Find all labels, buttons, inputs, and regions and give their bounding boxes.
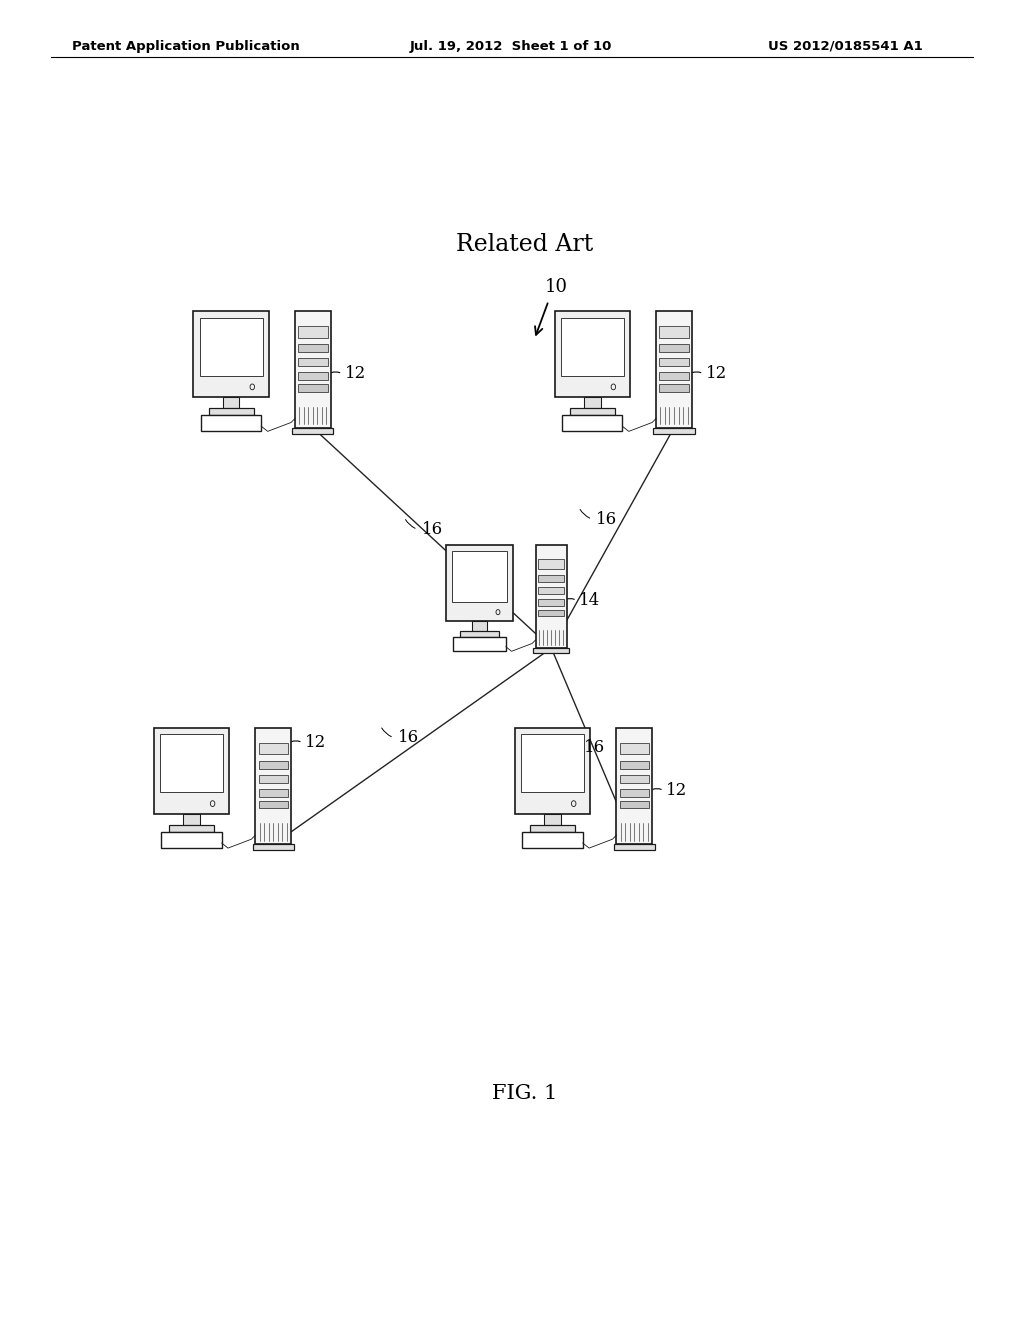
Bar (539, 558, 564, 569)
Bar (620, 743, 649, 755)
Bar (201, 416, 261, 430)
Bar (259, 775, 288, 783)
Bar (259, 760, 288, 770)
Text: US 2012/0185541 A1: US 2012/0185541 A1 (768, 40, 923, 53)
Text: Patent Application Publication: Patent Application Publication (72, 40, 299, 53)
Bar (472, 622, 486, 631)
Bar (536, 545, 567, 648)
Text: 12: 12 (345, 366, 366, 383)
Bar (620, 760, 649, 770)
Bar (659, 345, 688, 352)
Bar (295, 312, 331, 428)
Bar (154, 727, 229, 814)
Text: 16: 16 (397, 729, 419, 746)
Bar (446, 545, 513, 622)
Text: 10: 10 (545, 277, 567, 296)
Bar (298, 372, 328, 380)
Bar (521, 734, 585, 792)
Bar (200, 318, 263, 376)
Bar (584, 397, 600, 408)
Bar (620, 789, 649, 797)
Bar (656, 312, 692, 428)
Bar (223, 397, 240, 408)
Bar (255, 727, 291, 845)
Text: Jul. 19, 2012  Sheet 1 of 10: Jul. 19, 2012 Sheet 1 of 10 (410, 40, 612, 53)
Bar (569, 408, 614, 416)
Bar (539, 587, 564, 594)
Bar (162, 832, 221, 847)
Bar (452, 552, 507, 602)
Text: 16: 16 (596, 511, 617, 528)
Text: FIG. 1: FIG. 1 (493, 1084, 557, 1104)
Bar (298, 326, 328, 338)
Bar (659, 358, 688, 367)
Bar (460, 631, 500, 638)
Bar (293, 428, 334, 433)
Bar (298, 345, 328, 352)
Text: 12: 12 (706, 366, 727, 383)
Text: 16: 16 (422, 521, 442, 537)
Bar (298, 384, 328, 392)
Bar (545, 814, 561, 825)
Bar (209, 408, 254, 416)
Bar (259, 789, 288, 797)
Bar (616, 727, 652, 845)
Bar (659, 384, 688, 392)
Bar (453, 638, 506, 651)
Bar (560, 318, 624, 376)
Bar (653, 428, 694, 433)
Bar (530, 825, 575, 832)
Bar (259, 743, 288, 755)
Bar (539, 599, 564, 606)
Bar (515, 727, 590, 814)
Bar (555, 312, 630, 397)
Bar (539, 610, 564, 616)
Bar (620, 775, 649, 783)
Bar (253, 845, 294, 850)
Bar (160, 734, 223, 792)
Text: 14: 14 (580, 593, 600, 609)
Bar (522, 832, 583, 847)
Bar (613, 845, 655, 850)
Bar (659, 372, 688, 380)
Bar (620, 801, 649, 808)
Bar (194, 312, 269, 397)
Bar (659, 326, 688, 338)
Bar (534, 648, 569, 653)
Bar (298, 358, 328, 367)
Bar (169, 825, 214, 832)
Text: 12: 12 (666, 783, 687, 799)
Text: 12: 12 (305, 734, 327, 751)
Bar (539, 574, 564, 582)
Text: 16: 16 (585, 739, 605, 756)
Bar (183, 814, 200, 825)
Text: Related Art: Related Art (456, 234, 594, 256)
Bar (259, 801, 288, 808)
Bar (562, 416, 623, 430)
